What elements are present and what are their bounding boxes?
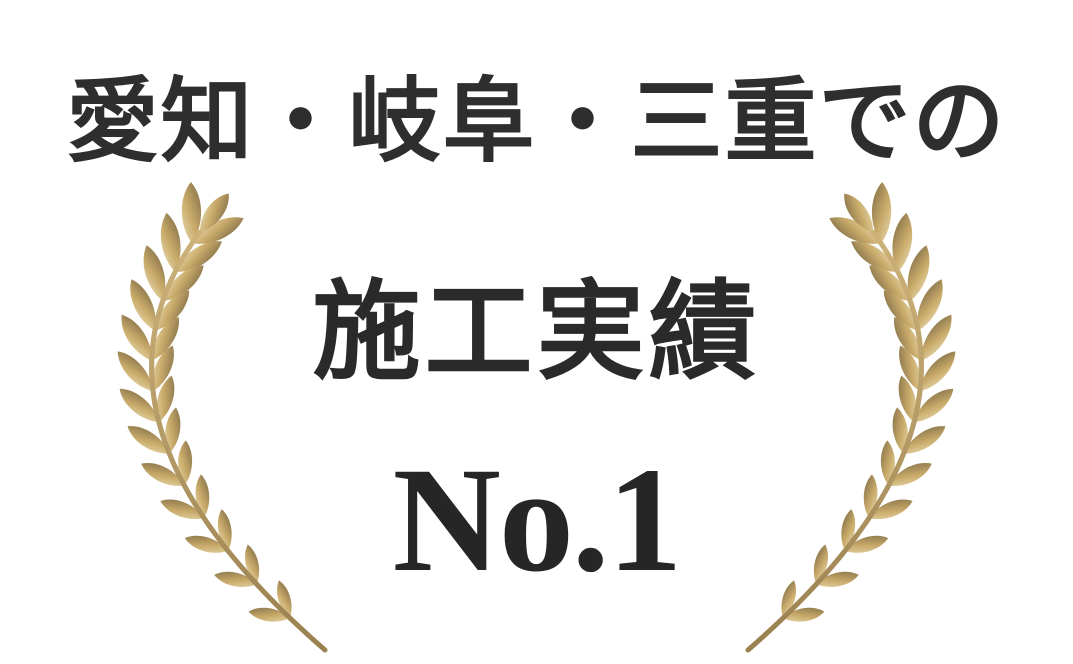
laurel-leaf [119, 388, 159, 423]
laurel-leaf [898, 375, 917, 423]
laurel-leaf [277, 580, 292, 619]
laurel-leaf [151, 317, 179, 361]
laurel-leaf [888, 463, 932, 486]
laurel-leaf [781, 580, 796, 619]
laurel-leaf [178, 440, 193, 486]
laurel-leaf [181, 181, 202, 244]
laurel-leaf [141, 463, 185, 486]
laurel-branch-left-icon [117, 181, 328, 653]
laurel-leaf [851, 241, 898, 272]
laurel-leaf [869, 265, 911, 302]
laurel-leaf [894, 317, 922, 361]
laurel-leaf [121, 314, 152, 361]
laurel-leaf [871, 181, 892, 244]
laurel-leaf [156, 375, 175, 423]
laurel-leaf [162, 265, 204, 302]
laurel-leaf [152, 345, 174, 392]
achievement-title: 施工実績 [312, 269, 761, 395]
laurel-leaf [919, 351, 956, 392]
laurel-leaf [813, 544, 828, 585]
laurel-leaf [160, 212, 181, 272]
laurel-leaf [914, 388, 954, 423]
region-headline: 愛知・岐阜・三重での [66, 68, 1007, 175]
laurel-leaf [214, 571, 257, 587]
laurel-branch-right-icon [745, 181, 956, 653]
laurel-leaf [892, 212, 913, 272]
laurel-leaf [816, 571, 859, 587]
laurel-leaf [869, 499, 913, 519]
laurel-leaf [127, 426, 170, 454]
laurel-leaf [829, 217, 882, 244]
laurel-leaf [160, 499, 204, 519]
laurel-leaf [883, 290, 919, 331]
laurel-leaf [880, 440, 895, 486]
laurel-leaf [130, 279, 156, 331]
laurel-leaf [907, 245, 930, 302]
laurel-leaf [245, 544, 260, 585]
laurel-leaf [175, 241, 222, 272]
laurel-leaf [917, 279, 943, 331]
laurel-leaf [184, 535, 229, 553]
laurel-leaf [191, 217, 244, 244]
laurel-leaf [921, 314, 952, 361]
laurel-leaf [165, 407, 181, 454]
laurel-leaf [892, 407, 908, 454]
laurel-leaf [199, 193, 229, 232]
laurel-leaf [143, 245, 166, 302]
laurel-leaf [117, 351, 154, 392]
laurel-leaf [903, 426, 946, 454]
laurel-leaf [844, 535, 889, 553]
laurel-leaf [899, 345, 921, 392]
rank-label: No.1 [392, 437, 683, 603]
laurel-leaf [154, 290, 190, 331]
laurel-leaf [844, 193, 874, 232]
